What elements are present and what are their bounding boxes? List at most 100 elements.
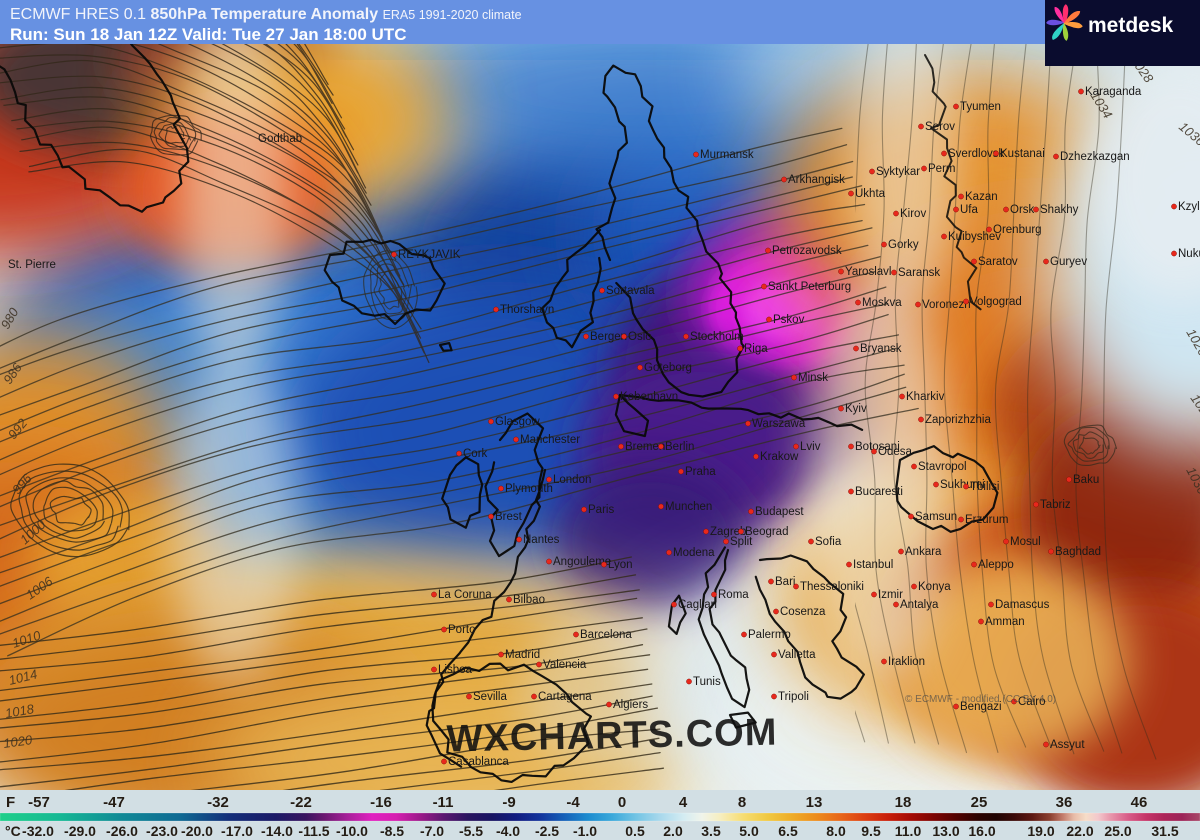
svg-text:Warszawa: Warszawa <box>752 418 806 430</box>
svg-text:Konya: Konya <box>918 581 951 593</box>
svg-text:Karaganda: Karaganda <box>1085 86 1142 98</box>
svg-text:Sankt Peterburg: Sankt Peterburg <box>768 281 851 293</box>
svg-text:Istanbul: Istanbul <box>853 559 893 571</box>
svg-text:-17.0: -17.0 <box>221 823 253 839</box>
svg-text:Amman: Amman <box>985 616 1025 628</box>
svg-text:Roma: Roma <box>718 589 749 601</box>
svg-text:Pskov: Pskov <box>773 314 805 326</box>
svg-text:Berlin: Berlin <box>665 441 694 453</box>
svg-text:Bilbao: Bilbao <box>513 594 545 606</box>
svg-text:-7.0: -7.0 <box>420 823 444 839</box>
svg-text:-22: -22 <box>290 794 312 811</box>
svg-text:Samsun: Samsun <box>915 511 957 523</box>
svg-text:Aleppo: Aleppo <box>978 559 1014 571</box>
svg-text:Nantes: Nantes <box>523 534 560 546</box>
svg-text:-32: -32 <box>207 794 229 811</box>
svg-text:Tripoli: Tripoli <box>778 691 809 703</box>
svg-text:Cork: Cork <box>463 448 488 460</box>
svg-text:Algiers: Algiers <box>613 699 648 711</box>
svg-text:Bari: Bari <box>775 576 795 588</box>
svg-text:Tabriz: Tabriz <box>1040 499 1071 511</box>
svg-text:Tyumen: Tyumen <box>960 101 1001 113</box>
svg-text:Iraklion: Iraklion <box>888 656 925 668</box>
svg-text:Run: Sun 18 Jan 12Z Valid: Tue: Run: Sun 18 Jan 12Z Valid: Tue 27 Jan 18… <box>10 25 406 44</box>
svg-text:Lisboa: Lisboa <box>438 664 472 676</box>
svg-text:Minsk: Minsk <box>798 372 828 384</box>
svg-text:18: 18 <box>895 794 912 811</box>
svg-text:Budapest: Budapest <box>755 506 804 518</box>
svg-text:Brest: Brest <box>495 511 523 523</box>
svg-text:36: 36 <box>1056 794 1073 811</box>
svg-text:REYKJAVIK: REYKJAVIK <box>398 249 461 261</box>
svg-text:-11.5: -11.5 <box>298 823 329 839</box>
svg-text:Plymouth: Plymouth <box>505 483 553 495</box>
svg-text:WXCHARTS.COM: WXCHARTS.COM <box>446 712 778 761</box>
svg-text:-8.5: -8.5 <box>380 823 404 839</box>
svg-text:Odesa: Odesa <box>878 446 912 458</box>
svg-text:Volgograd: Volgograd <box>970 296 1022 308</box>
svg-text:16.0: 16.0 <box>968 823 995 839</box>
svg-text:Gorky: Gorky <box>888 239 919 251</box>
svg-text:Baku: Baku <box>1073 474 1099 486</box>
svg-text:Yaroslavl: Yaroslavl <box>845 266 891 278</box>
svg-text:-11: -11 <box>433 794 454 811</box>
svg-text:-1.0: -1.0 <box>573 823 597 839</box>
svg-text:Mosul: Mosul <box>1010 536 1041 548</box>
svg-text:La Coruna: La Coruna <box>438 589 492 601</box>
svg-text:Bryansk: Bryansk <box>860 343 902 355</box>
svg-text:Kyiv: Kyiv <box>845 403 867 415</box>
svg-text:-29.0: -29.0 <box>64 823 96 839</box>
svg-text:Arkhangisk: Arkhangisk <box>788 174 845 186</box>
svg-text:8.0: 8.0 <box>826 823 846 839</box>
svg-text:Baghdad: Baghdad <box>1055 546 1101 558</box>
svg-text:Guryev: Guryev <box>1050 256 1087 268</box>
svg-text:Ankara: Ankara <box>905 546 942 558</box>
svg-text:9.5: 9.5 <box>861 823 881 839</box>
svg-text:Petrozavodsk: Petrozavodsk <box>772 245 842 257</box>
svg-text:-57: -57 <box>28 794 50 811</box>
svg-text:Lyon: Lyon <box>608 559 633 571</box>
svg-text:Thorshavn: Thorshavn <box>500 304 554 316</box>
svg-text:25.0: 25.0 <box>1104 823 1131 839</box>
svg-text:Sevilla: Sevilla <box>473 691 507 703</box>
svg-text:Nukus: Nukus <box>1178 248 1200 260</box>
svg-text:Kirov: Kirov <box>900 208 926 220</box>
svg-text:Damascus: Damascus <box>995 599 1050 611</box>
svg-text:5.0: 5.0 <box>739 823 759 839</box>
svg-text:Erzurum: Erzurum <box>965 514 1008 526</box>
svg-text:Ufa: Ufa <box>960 204 979 216</box>
svg-text:3.5: 3.5 <box>701 823 721 839</box>
svg-text:St. Pierre: St. Pierre <box>8 259 56 271</box>
svg-text:Kuibyshev: Kuibyshev <box>948 231 1001 243</box>
svg-text:Riga: Riga <box>744 343 768 355</box>
svg-text:Cartagena: Cartagena <box>538 691 592 703</box>
svg-text:-20.0: -20.0 <box>181 823 213 839</box>
svg-text:Lviv: Lviv <box>800 441 821 453</box>
svg-text:Tunis: Tunis <box>693 676 721 688</box>
svg-text:F: F <box>6 794 15 811</box>
svg-text:-23.0: -23.0 <box>146 823 178 839</box>
svg-text:Thessaloniki: Thessaloniki <box>800 581 864 593</box>
svg-text:Madrid: Madrid <box>505 649 540 661</box>
svg-text:Oslo: Oslo <box>628 331 652 343</box>
svg-text:-32.0: -32.0 <box>22 823 54 839</box>
svg-text:Serov: Serov <box>925 121 955 133</box>
svg-text:Glasgow: Glasgow <box>495 416 540 428</box>
svg-text:Cagliari: Cagliari <box>678 599 717 611</box>
svg-text:Manchester: Manchester <box>520 434 580 446</box>
svg-text:Kzyl-Orda: Kzyl-Orda <box>1178 201 1200 213</box>
svg-text:Stavropol: Stavropol <box>918 461 967 473</box>
svg-text:-9: -9 <box>502 794 515 811</box>
svg-text:Ukhta: Ukhta <box>855 188 886 200</box>
svg-text:Krakow: Krakow <box>760 451 799 463</box>
svg-text:Saransk: Saransk <box>898 267 940 279</box>
svg-text:Antalya: Antalya <box>900 599 939 611</box>
svg-text:0: 0 <box>618 794 626 811</box>
svg-text:31.5: 31.5 <box>1151 823 1178 839</box>
svg-text:4: 4 <box>679 794 688 811</box>
svg-text:Stockholm: Stockholm <box>690 331 744 343</box>
svg-text:Sofia: Sofia <box>815 536 842 548</box>
svg-text:11.0: 11.0 <box>895 823 922 839</box>
svg-text:Kazan: Kazan <box>965 191 998 203</box>
svg-text:-26.0: -26.0 <box>106 823 138 839</box>
